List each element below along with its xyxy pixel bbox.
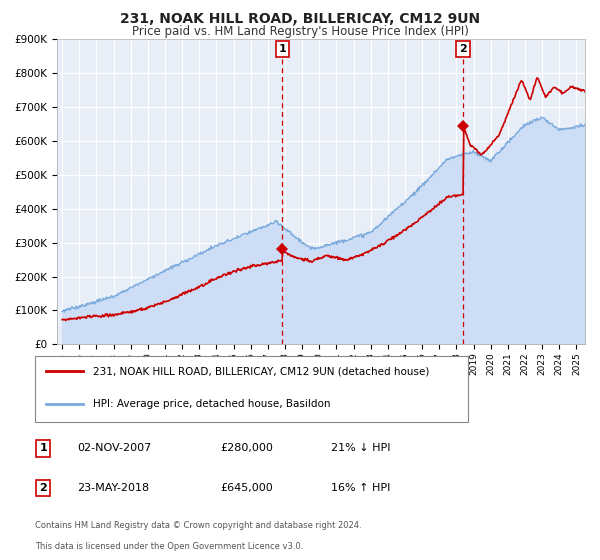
Text: 231, NOAK HILL ROAD, BILLERICAY, CM12 9UN (detached house): 231, NOAK HILL ROAD, BILLERICAY, CM12 9U… <box>94 366 430 376</box>
Text: 1: 1 <box>278 44 286 54</box>
Text: This data is licensed under the Open Government Licence v3.0.: This data is licensed under the Open Gov… <box>35 542 304 551</box>
Text: 16% ↑ HPI: 16% ↑ HPI <box>331 483 391 493</box>
Text: HPI: Average price, detached house, Basildon: HPI: Average price, detached house, Basi… <box>94 399 331 409</box>
Text: 02-NOV-2007: 02-NOV-2007 <box>77 444 152 454</box>
Bar <box>35 357 468 422</box>
Text: £280,000: £280,000 <box>220 444 273 454</box>
Text: 2: 2 <box>40 483 47 493</box>
Text: 1: 1 <box>40 444 47 454</box>
Text: 231, NOAK HILL ROAD, BILLERICAY, CM12 9UN: 231, NOAK HILL ROAD, BILLERICAY, CM12 9U… <box>120 12 480 26</box>
Text: 23-MAY-2018: 23-MAY-2018 <box>77 483 149 493</box>
Text: 21% ↓ HPI: 21% ↓ HPI <box>331 444 391 454</box>
Text: 2: 2 <box>459 44 467 54</box>
Text: Contains HM Land Registry data © Crown copyright and database right 2024.: Contains HM Land Registry data © Crown c… <box>35 521 362 530</box>
Text: Price paid vs. HM Land Registry's House Price Index (HPI): Price paid vs. HM Land Registry's House … <box>131 25 469 38</box>
Text: £645,000: £645,000 <box>220 483 273 493</box>
